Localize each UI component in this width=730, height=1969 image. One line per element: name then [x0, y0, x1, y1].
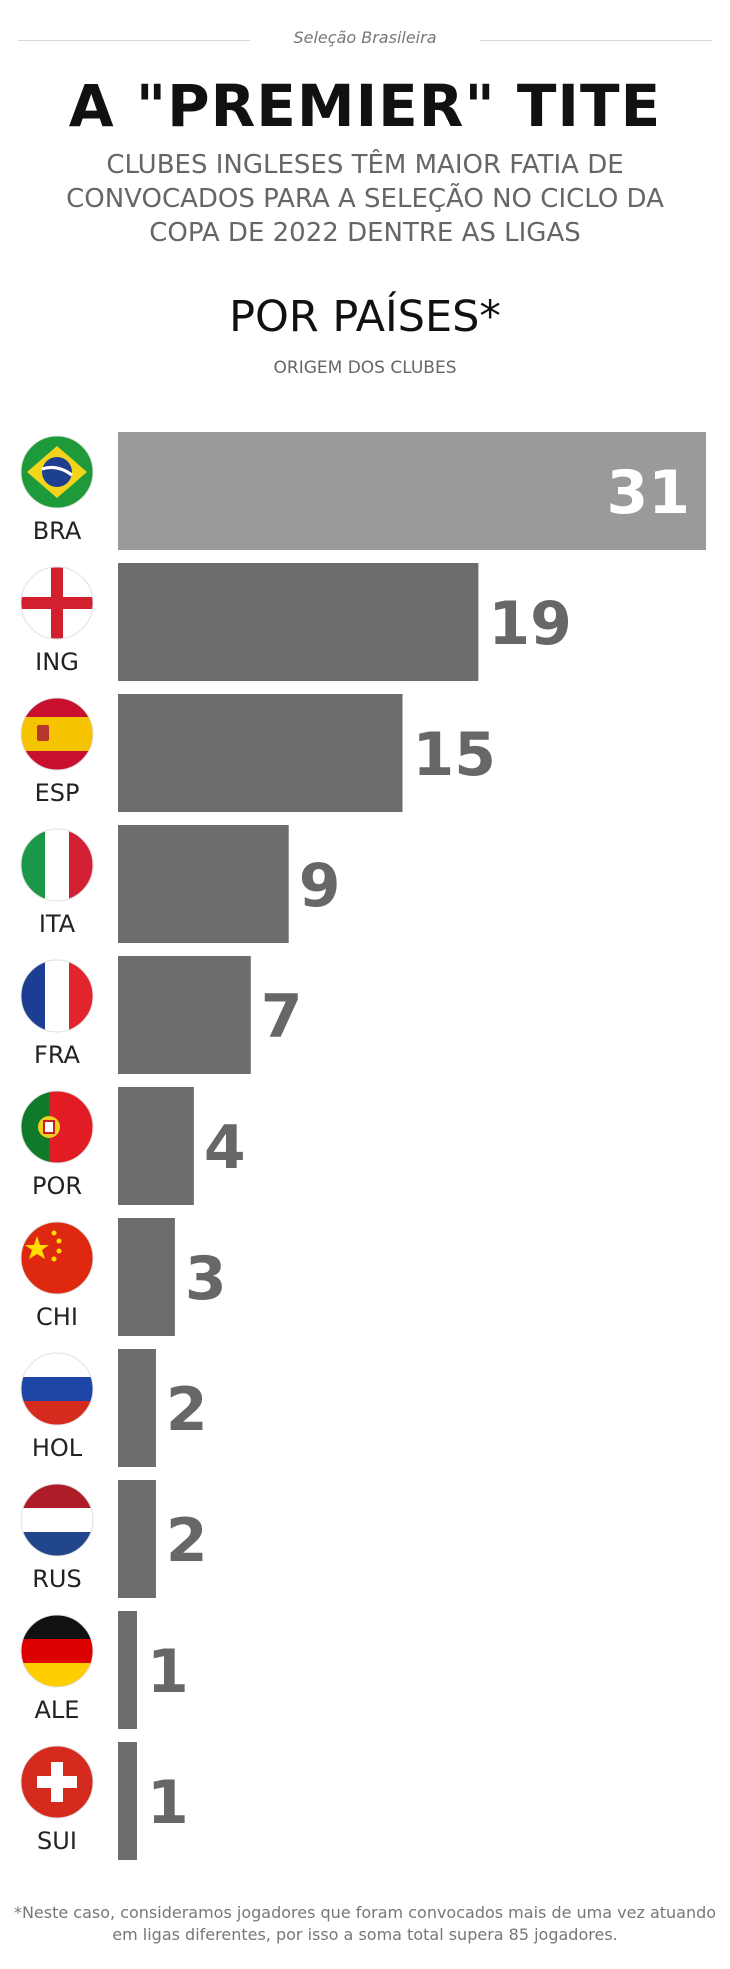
bar-chi	[118, 1218, 175, 1336]
flag-ring	[20, 1221, 94, 1295]
value-label-sui: 1	[147, 1768, 189, 1838]
page-title: A "PREMIER" TITE	[68, 72, 662, 140]
value-label-por: 4	[204, 1113, 246, 1183]
flag-ring	[20, 1352, 94, 1426]
page-subtitle: CLUBES INGLESES TÊM MAIOR FATIA DE CONVO…	[66, 150, 664, 248]
footnote: *Neste caso, consideramos jogadores que …	[13, 1903, 717, 1944]
kicker-text: Seleção Brasileira	[293, 28, 437, 47]
value-label-hol: 2	[166, 1375, 208, 1445]
bar-esp	[118, 694, 403, 812]
switzerland-flag-icon	[21, 1746, 93, 1818]
england-flag-icon	[21, 567, 93, 639]
russia-flag-icon	[21, 1353, 93, 1425]
category-label-esp: ESP	[35, 779, 80, 807]
value-label-rus: 2	[166, 1506, 208, 1576]
value-label-bra: 31	[607, 458, 691, 528]
flag-ring	[20, 566, 94, 640]
section-subtitle: ORIGEM DOS CLUBES	[273, 358, 457, 378]
brazil-flag-icon	[21, 436, 93, 508]
bar-fra	[118, 956, 251, 1074]
value-label-chi: 3	[185, 1244, 227, 1314]
china-flag-icon	[21, 1222, 93, 1294]
value-label-ita: 9	[299, 851, 341, 921]
flag-ring	[20, 828, 94, 902]
category-label-bra: BRA	[33, 517, 82, 545]
bar-sui	[118, 1742, 137, 1860]
category-label-ale: ALE	[35, 1696, 80, 1724]
flag-ring	[20, 1090, 94, 1164]
category-label-fra: FRA	[34, 1041, 81, 1069]
bar-hol	[118, 1349, 156, 1467]
bar-bra	[118, 432, 706, 550]
kicker-divider-left	[18, 40, 250, 41]
category-label-rus: RUS	[32, 1565, 81, 1593]
flag-ring	[20, 1745, 94, 1819]
category-label-sui: SUI	[37, 1827, 77, 1855]
flag-ring	[20, 1483, 94, 1557]
kicker-divider-right	[480, 40, 712, 41]
flag-ring	[20, 435, 94, 509]
category-label-chi: CHI	[36, 1303, 78, 1331]
category-label-ing: ING	[35, 648, 79, 676]
category-label-ita: ITA	[39, 910, 76, 938]
value-label-esp: 15	[413, 720, 497, 790]
category-label-hol: HOL	[32, 1434, 83, 1462]
flag-ring	[20, 959, 94, 1033]
bar-rus	[118, 1480, 156, 1598]
section-title: POR PAÍSES*	[229, 292, 501, 342]
bar-ita	[118, 825, 289, 943]
kicker: Seleção Brasileira	[0, 28, 730, 47]
spain-flag-icon	[21, 698, 93, 770]
flag-ring	[20, 1614, 94, 1688]
value-label-ale: 1	[147, 1637, 189, 1707]
bar-ing	[118, 563, 479, 681]
bar-por	[118, 1087, 194, 1205]
value-label-ing: 19	[488, 589, 572, 659]
flag-ring	[20, 697, 94, 771]
category-label-por: POR	[32, 1172, 82, 1200]
value-label-fra: 7	[261, 982, 303, 1052]
bar-ale	[118, 1611, 137, 1729]
